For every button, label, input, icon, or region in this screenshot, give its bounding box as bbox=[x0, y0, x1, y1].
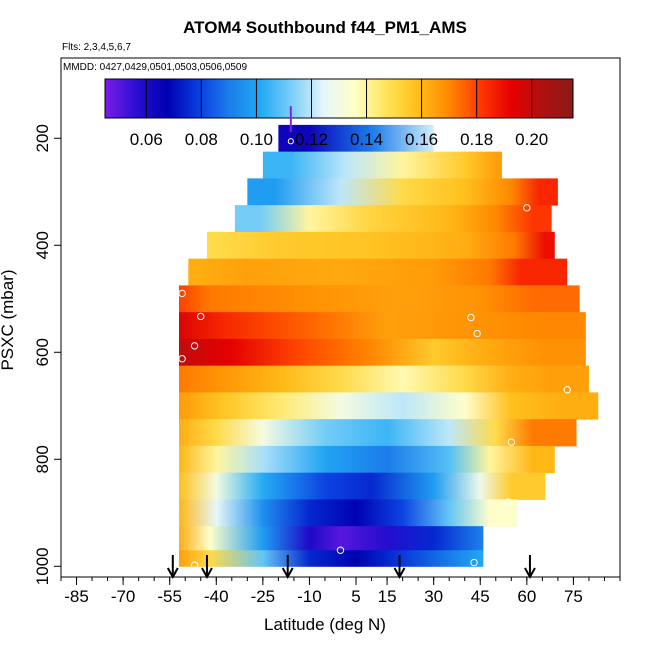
x-tick-label: -40 bbox=[204, 587, 229, 606]
heatmap-row bbox=[247, 178, 558, 206]
heatmap-row bbox=[206, 231, 555, 260]
sample-point bbox=[504, 498, 512, 506]
sample-point bbox=[470, 558, 478, 567]
x-tick-label: 30 bbox=[424, 587, 443, 606]
colorbar-tick-label: 0.08 bbox=[185, 130, 218, 149]
heatmap-row bbox=[188, 258, 568, 286]
x-tick-label: 45 bbox=[471, 587, 490, 606]
colorbar-tick-label: 0.20 bbox=[515, 130, 548, 149]
sample-point bbox=[190, 561, 199, 569]
heatmap-row bbox=[179, 365, 589, 393]
sample-point bbox=[467, 313, 475, 322]
x-tick-label: 75 bbox=[564, 587, 583, 606]
sample-point bbox=[336, 546, 345, 554]
sample-point bbox=[190, 342, 199, 350]
heatmap-row bbox=[179, 312, 586, 340]
colorbar-tick-label: 0.18 bbox=[460, 130, 493, 149]
heatmap-row bbox=[179, 285, 580, 313]
sample-points bbox=[178, 106, 571, 569]
x-tick-label: -10 bbox=[297, 587, 322, 606]
y-tick-label: 200 bbox=[33, 124, 52, 152]
heatmap-row bbox=[179, 526, 484, 551]
heatmap-row bbox=[179, 338, 586, 367]
colorbar-tick-label: 0.10 bbox=[240, 130, 273, 149]
heatmap-rows bbox=[179, 124, 599, 567]
heatmap-row bbox=[179, 392, 599, 420]
sample-point bbox=[178, 354, 186, 363]
heatmap-row bbox=[179, 419, 577, 447]
sample-point bbox=[507, 438, 516, 446]
sample-point bbox=[523, 204, 531, 212]
heatmap-row bbox=[179, 550, 484, 567]
y-tick-label: 1000 bbox=[33, 547, 52, 585]
x-tick-label: -25 bbox=[251, 587, 276, 606]
colorbar-tick-label: 0.14 bbox=[350, 130, 383, 149]
colorbar-tick-label: 0.12 bbox=[295, 130, 328, 149]
x-tick-label: 60 bbox=[517, 587, 536, 606]
axes: -85 -70 -55 -40 -25 -10 5 15 30 45 60 75 200 400 600 80… bbox=[33, 57, 621, 606]
sample-point bbox=[197, 312, 205, 321]
sample-point bbox=[473, 329, 481, 338]
sample-point bbox=[178, 289, 186, 298]
heatmap-row bbox=[179, 445, 555, 474]
colorbar-gradient bbox=[104, 78, 574, 119]
heatmap-row bbox=[234, 205, 552, 233]
y-tick-label: 600 bbox=[33, 338, 52, 366]
flight-arrow bbox=[524, 555, 536, 580]
flights-label: Flts: 2,3,4,5,6,7 bbox=[62, 42, 131, 53]
x-tick-label: -85 bbox=[64, 587, 89, 606]
x-tick-label: 15 bbox=[378, 587, 397, 606]
dates-label: MMDD: 0427,0429,0501,0503,0506,0509 bbox=[63, 62, 248, 73]
heatmap-row bbox=[179, 472, 546, 500]
flight-arrow bbox=[166, 555, 179, 580]
x-tick-label: -70 bbox=[111, 587, 136, 606]
colorbar-tick-label: 0.06 bbox=[130, 130, 163, 149]
heatmap-row bbox=[278, 124, 434, 153]
sample-point bbox=[287, 138, 294, 145]
sample-point bbox=[563, 386, 571, 394]
chart-title: ATOM4 Southbound f44_PM1_AMS bbox=[183, 18, 467, 37]
y-tick-label: 800 bbox=[33, 445, 52, 473]
heatmap-row bbox=[262, 151, 502, 179]
y-tick-label: 400 bbox=[33, 231, 52, 259]
x-tick-label: -55 bbox=[157, 587, 182, 606]
x-axis-label: Latitude (deg N) bbox=[264, 615, 386, 634]
colorbar-tick-label: 0.16 bbox=[405, 130, 438, 149]
heatmap-row bbox=[179, 499, 518, 527]
x-tick-label: 5 bbox=[351, 587, 360, 606]
colorbar: 0.06 0.08 0.10 0.12 0.14 0.16 0.18 0.20 bbox=[104, 78, 574, 149]
